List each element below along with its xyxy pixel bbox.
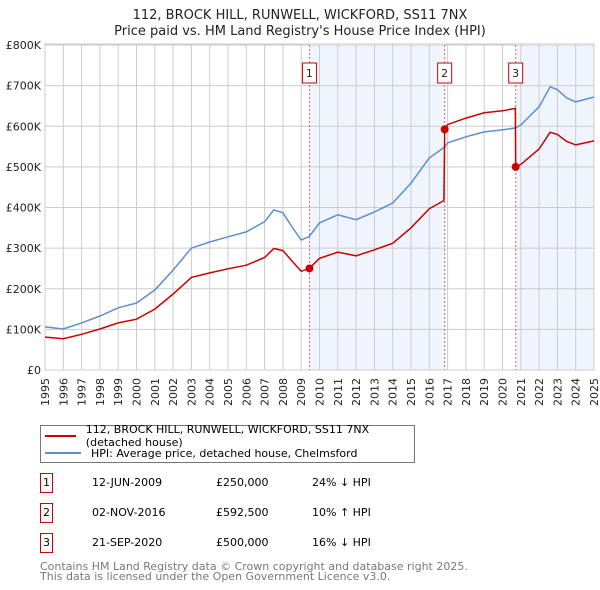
x-tick-label: 2002: [167, 378, 180, 406]
sale-price: £500,000: [216, 536, 269, 549]
sale-date: 12-JUN-2009: [92, 476, 163, 489]
y-tick-label: £200K: [6, 283, 42, 296]
sale-date: 02-NOV-2016: [92, 506, 166, 519]
x-tick-label: 2025: [588, 378, 600, 406]
sale-point: [305, 264, 314, 273]
x-tick-label: 2017: [442, 378, 455, 406]
sale-date: 21-SEP-2020: [92, 536, 163, 549]
chart-subtitle: Price paid vs. HM Land Registry's House …: [114, 24, 486, 39]
footer: Contains HM Land Registry data © Crown c…: [40, 560, 468, 583]
x-tick-label: 2011: [332, 378, 345, 406]
sale-point: [440, 125, 449, 134]
y-tick-label: £100K: [6, 323, 42, 336]
y-tick-label: £700K: [6, 80, 42, 93]
x-tick-label: 2022: [533, 378, 546, 406]
x-tick-label: 2001: [149, 378, 162, 406]
sale-marker-box: [301, 62, 317, 84]
y-tick-label: £300K: [6, 242, 42, 255]
sale-price: £592,500: [216, 506, 269, 519]
x-tick-label: 1999: [112, 378, 125, 406]
legend: 112, BROCK HILL, RUNWELL, WICKFORD, SS11…: [40, 423, 415, 463]
sale-marker-box: [508, 62, 524, 84]
x-tick-label: 2007: [259, 378, 272, 406]
sale-marker-label: 1: [306, 67, 313, 80]
sale-hpi-diff: 10% ↑ HPI: [312, 506, 371, 519]
legend-label: HPI: Average price, detached house, Chel…: [91, 446, 358, 460]
price-chart: 1995 1996 1997 1998 1999 2000 2001 2002 2003 2004…: [6, 39, 600, 406]
x-tick-label: 2009: [295, 378, 308, 406]
y-tick-label: £600K: [6, 120, 42, 133]
legend-label: 112, BROCK HILL, RUNWELL, WICKFORD, SS11…: [85, 423, 370, 449]
x-tick-label: 1996: [57, 378, 70, 406]
legend-item-property: 112, BROCK HILL, RUNWELL, WICKFORD, SS11…: [41, 423, 414, 449]
x-tick-label: 2021: [515, 378, 528, 406]
x-tick-label: 2003: [185, 378, 198, 406]
x-tick-label: 2005: [222, 378, 235, 406]
x-tick-label: 1995: [39, 378, 52, 406]
x-tick-label: 2015: [405, 378, 418, 406]
x-tick-label: 2023: [551, 378, 564, 406]
hpi-line: [44, 85, 595, 330]
chart-title: 112, BROCK HILL, RUNWELL, WICKFORD, SS11…: [132, 8, 468, 23]
sale-number-badge: 2: [40, 503, 53, 523]
legend-swatch-blue: [45, 452, 81, 454]
sale-number-badge: 1: [40, 473, 53, 493]
sale-point: [511, 162, 520, 171]
sale-number-badge: 3: [40, 533, 53, 553]
x-tick-label: 2016: [423, 378, 436, 406]
y-tick-label: £0: [27, 364, 41, 377]
x-tick-label: 2013: [368, 378, 381, 406]
x-tick-label: 2012: [350, 378, 363, 406]
sale-marker-label: 3: [512, 67, 519, 80]
sale-price: £250,000: [216, 476, 269, 489]
y-tick-label: £400K: [6, 202, 42, 215]
x-tick-label: 2008: [277, 378, 290, 406]
x-tick-label: 1998: [94, 378, 107, 406]
x-tick-label: 2000: [131, 378, 144, 406]
legend-item-hpi: HPI: Average price, detached house, Chel…: [41, 445, 357, 461]
y-tick-label: £500K: [6, 161, 42, 174]
x-tick-label: 2014: [387, 378, 400, 406]
sale-marker-box: [437, 62, 453, 84]
x-tick-label: 2018: [460, 378, 473, 406]
x-tick-label: 2010: [314, 378, 327, 406]
sale-hpi-diff: 24% ↓ HPI: [312, 476, 371, 489]
y-tick-label: £800K: [6, 39, 42, 52]
footer-licence: This data is licensed under the Open Gov…: [40, 570, 391, 583]
x-tick-label: 2024: [570, 378, 583, 406]
x-tick-label: 2004: [204, 378, 217, 406]
x-tick-label: 1997: [76, 378, 89, 406]
x-tick-label: 2006: [240, 378, 253, 406]
legend-swatch-red: [45, 435, 76, 437]
sale-hpi-diff: 16% ↓ HPI: [312, 536, 371, 549]
sale-marker-label: 2: [441, 67, 448, 80]
x-tick-label: 2020: [497, 378, 510, 406]
x-tick-label: 2019: [478, 378, 491, 406]
footer-copyright: Contains HM Land Registry data © Crown c…: [40, 560, 468, 573]
